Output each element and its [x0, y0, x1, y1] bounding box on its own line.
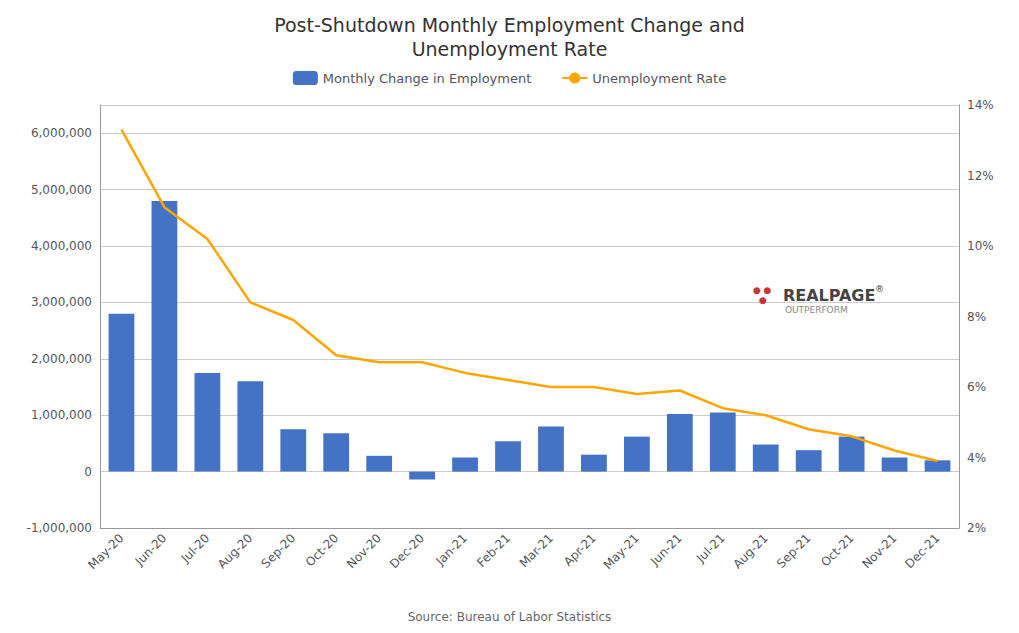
svg-text:Source: Bureau of Labor Statis: Source: Bureau of Labor Statistics	[408, 610, 612, 624]
svg-text:Jun-20: Jun-20	[132, 531, 170, 569]
svg-text:2,000,000: 2,000,000	[31, 352, 92, 366]
svg-text:1,000,000: 1,000,000	[31, 408, 92, 422]
svg-text:10%: 10%	[967, 239, 994, 253]
svg-text:●: ●	[759, 295, 767, 305]
svg-text:Unemployment Rate: Unemployment Rate	[412, 38, 608, 60]
svg-text:Jun-21: Jun-21	[647, 531, 685, 569]
svg-text:OUTPERFORM: OUTPERFORM	[785, 305, 848, 315]
svg-text:Dec-21: Dec-21	[902, 531, 942, 571]
svg-text:Jul-21: Jul-21	[693, 531, 728, 566]
svg-text:Nov-21: Nov-21	[859, 531, 899, 571]
svg-text:Monthly Change in Employment: Monthly Change in Employment	[323, 71, 531, 86]
svg-text:Apr-21: Apr-21	[561, 531, 599, 569]
svg-text:Sep-20: Sep-20	[259, 531, 299, 571]
svg-text:4,000,000: 4,000,000	[31, 239, 92, 253]
svg-text:6,000,000: 6,000,000	[31, 126, 92, 140]
svg-text:Unemployment Rate: Unemployment Rate	[592, 71, 726, 86]
svg-text:Feb-21: Feb-21	[474, 531, 513, 570]
svg-text:May-21: May-21	[601, 531, 642, 572]
svg-text:6%: 6%	[967, 380, 986, 394]
svg-text:Post-Shutdown Monthly Employme: Post-Shutdown Monthly Employment Change …	[274, 14, 745, 36]
svg-text:®: ®	[875, 284, 884, 294]
svg-text:12%: 12%	[967, 169, 994, 183]
svg-text:REALPAGE: REALPAGE	[783, 286, 876, 305]
svg-text:Sep-21: Sep-21	[774, 531, 814, 571]
svg-text:Oct-20: Oct-20	[303, 531, 341, 569]
svg-text:2%: 2%	[967, 521, 986, 535]
svg-text:Dec-20: Dec-20	[387, 531, 427, 571]
svg-text:Mar-21: Mar-21	[517, 531, 556, 570]
svg-text:Aug-20: Aug-20	[215, 531, 255, 571]
svg-text:3,000,000: 3,000,000	[31, 295, 92, 309]
svg-text:4%: 4%	[967, 451, 986, 465]
svg-text:8%: 8%	[967, 310, 986, 324]
svg-text:Nov-20: Nov-20	[344, 531, 384, 571]
svg-text:May-20: May-20	[85, 531, 126, 572]
svg-text:Jul-20: Jul-20	[178, 531, 213, 566]
svg-text:5,000,000: 5,000,000	[31, 183, 92, 197]
svg-text:-1,000,000: -1,000,000	[27, 521, 92, 535]
svg-text:Jan-21: Jan-21	[433, 531, 471, 569]
svg-text:14%: 14%	[967, 98, 994, 112]
svg-text:Oct-21: Oct-21	[818, 531, 856, 569]
svg-text:Aug-21: Aug-21	[730, 531, 770, 571]
svg-text:● ●: ● ●	[753, 285, 772, 295]
svg-text:0: 0	[84, 465, 92, 479]
